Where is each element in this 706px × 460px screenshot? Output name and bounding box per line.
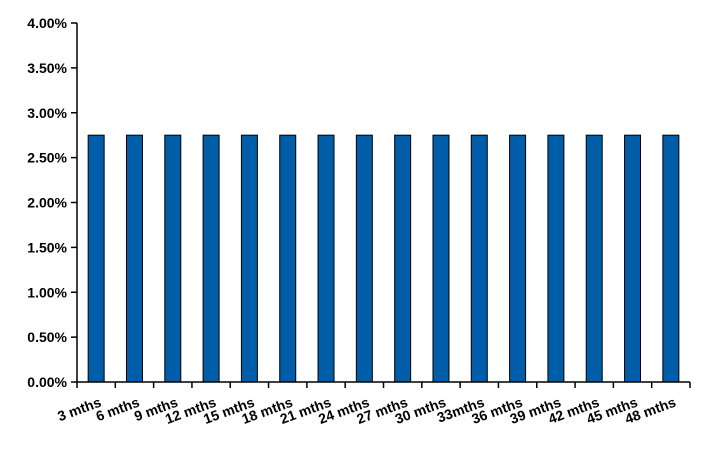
bar — [624, 134, 642, 383]
bar — [240, 134, 258, 383]
bar — [394, 134, 412, 383]
bar — [279, 134, 297, 383]
y-tick-label: 1.50% — [27, 239, 67, 255]
bar — [432, 134, 450, 383]
bar — [547, 134, 565, 383]
bar — [202, 134, 220, 383]
y-tick-label: 0.00% — [27, 374, 67, 390]
y-tick-label: 2.00% — [27, 195, 67, 211]
bars — [87, 134, 680, 383]
y-tick-label: 0.50% — [27, 329, 67, 345]
bar — [164, 134, 182, 383]
bar — [317, 134, 335, 383]
bar — [125, 134, 143, 383]
y-tick-label: 1.00% — [27, 284, 67, 300]
y-tick-label: 3.00% — [27, 105, 67, 121]
y-tick-label: 4.00% — [27, 15, 67, 31]
y-tick-label: 2.50% — [27, 150, 67, 166]
bar — [87, 134, 105, 383]
bar — [585, 134, 603, 383]
y-axis: 0.00% 0.50% 1.00% 1.50% 2.00% 2.50% 3.00% 3.50%… — [27, 15, 78, 390]
bar — [355, 134, 373, 383]
bar — [509, 134, 527, 383]
bar — [662, 134, 680, 383]
bar — [470, 134, 488, 383]
y-tick-label: 3.50% — [27, 60, 67, 76]
